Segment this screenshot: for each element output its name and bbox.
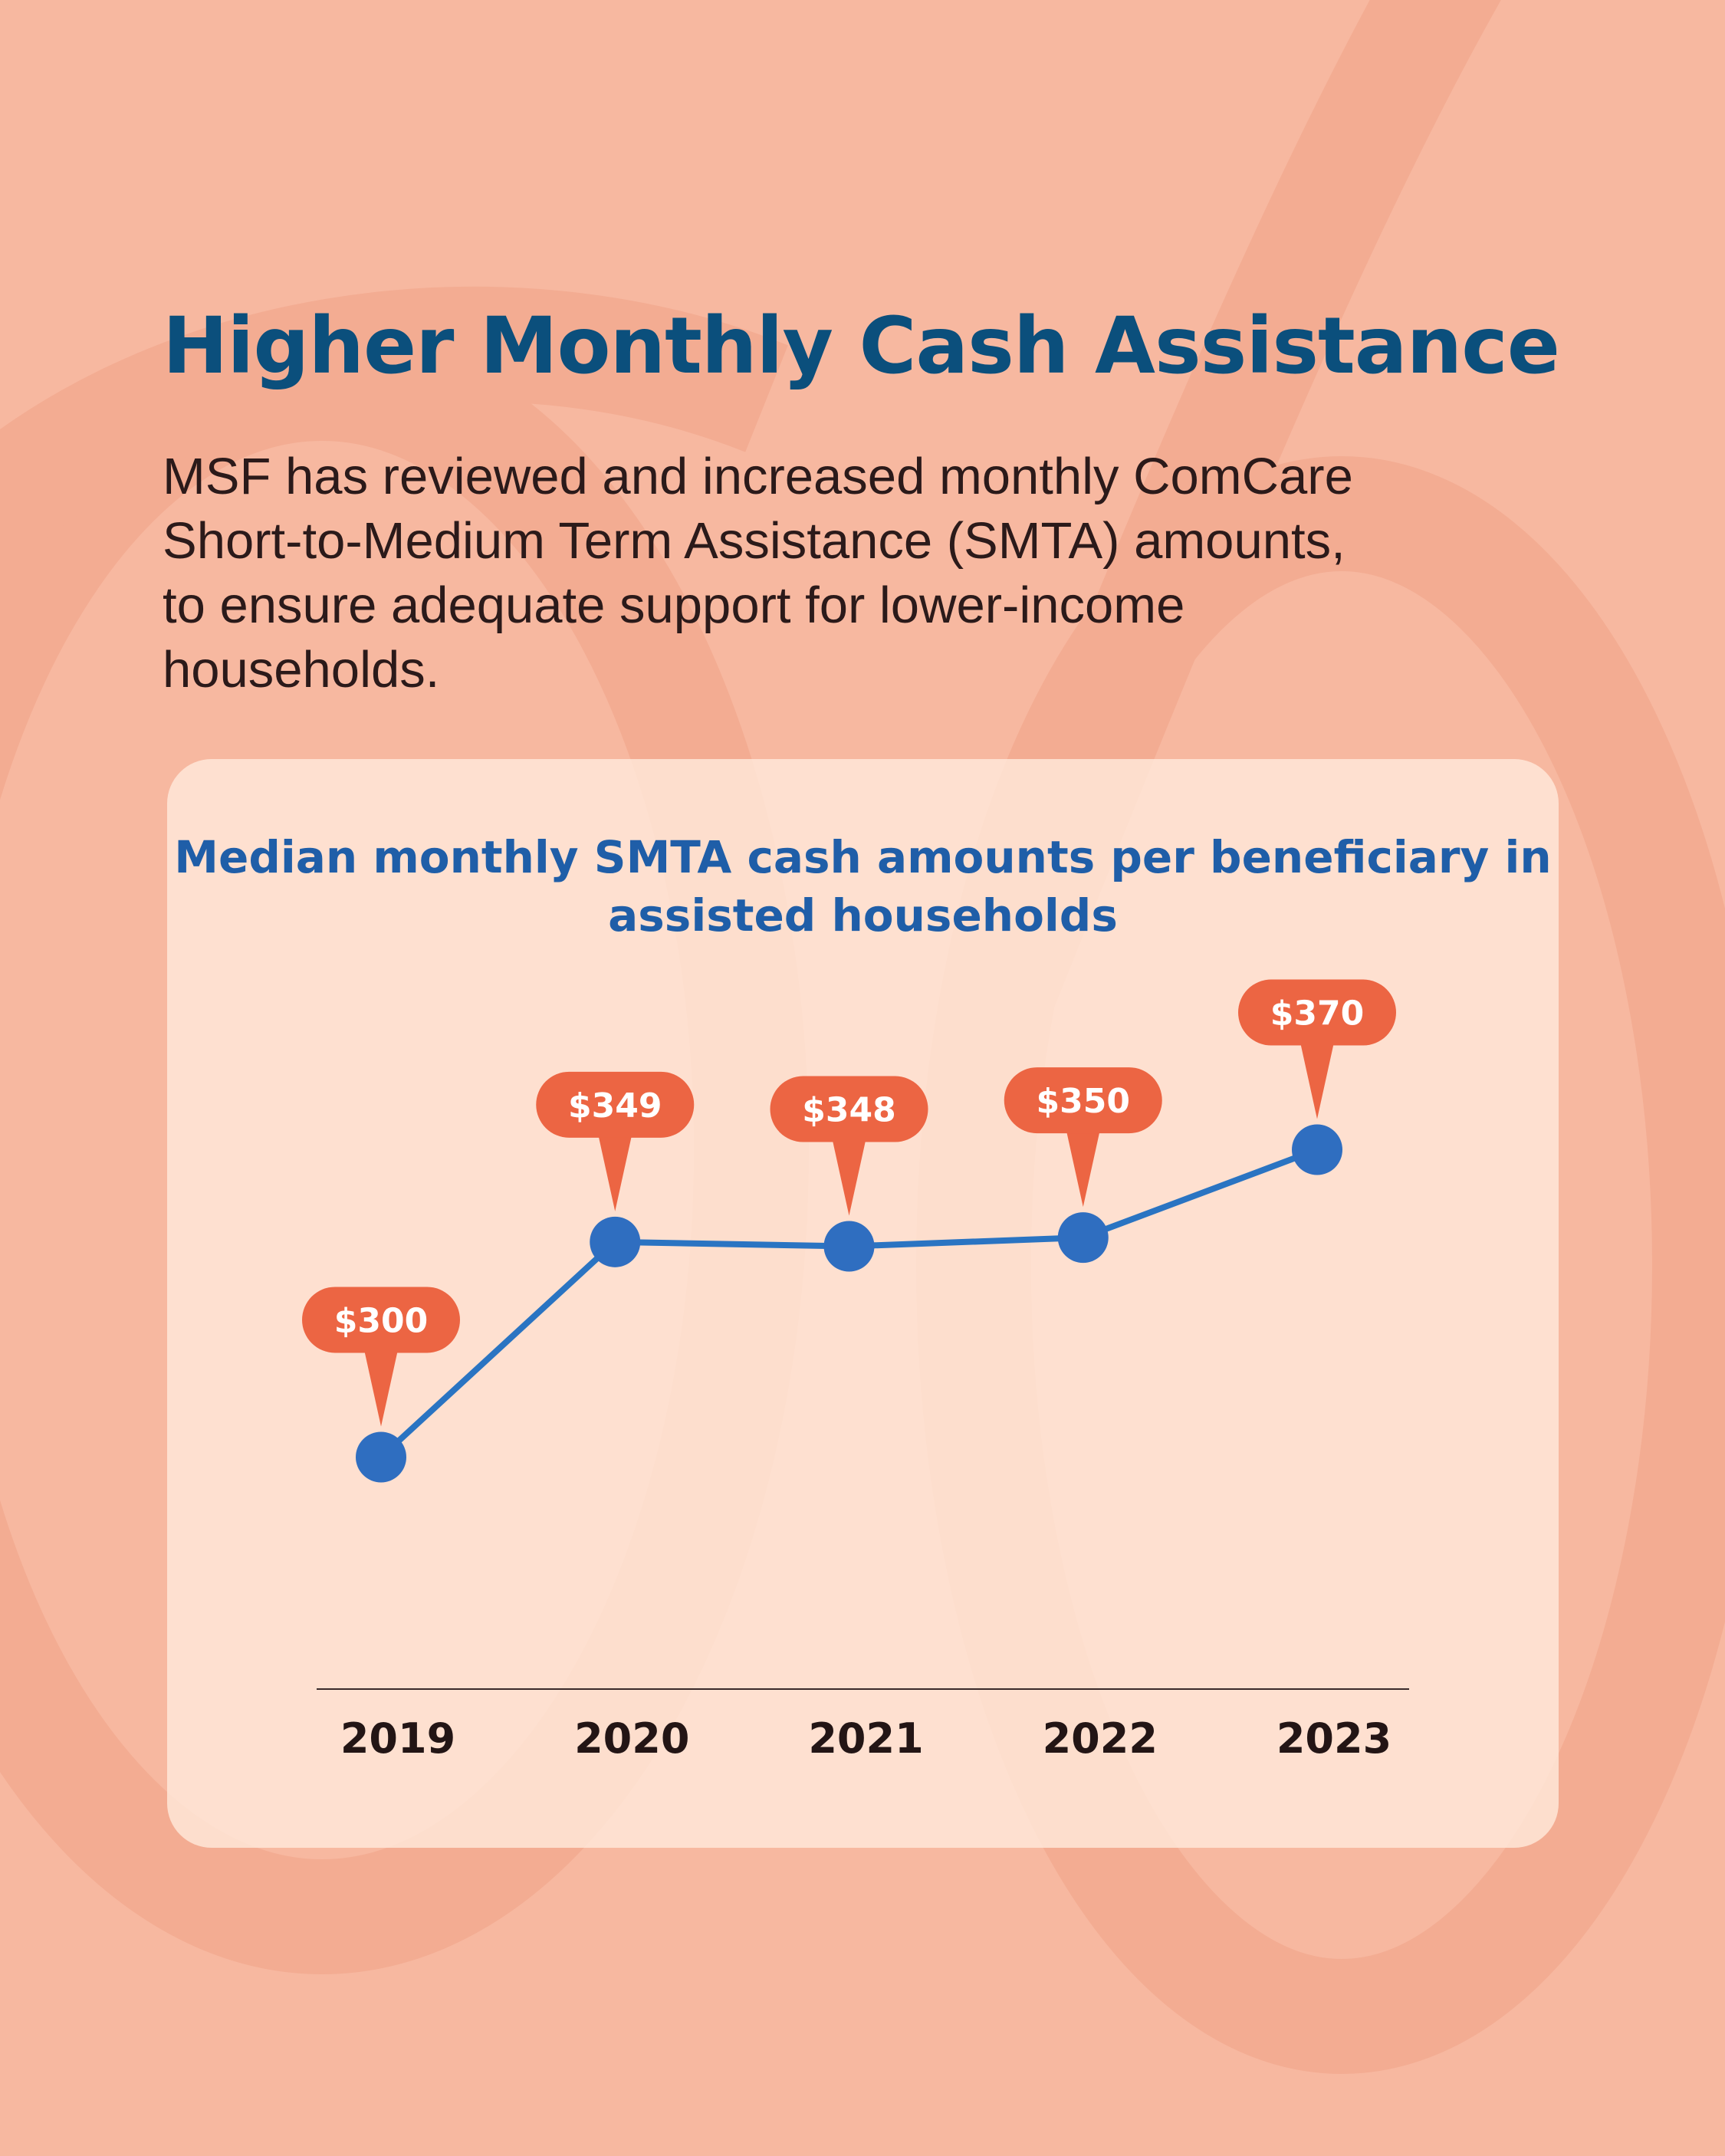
data-label: $349: [568, 1086, 662, 1126]
intro-paragraph: MSF has reviewed and increased monthly C…: [163, 448, 1353, 698]
data-label: $300: [334, 1301, 428, 1340]
data-label-bubble: [1004, 1067, 1162, 1134]
data-point: [356, 1431, 406, 1483]
data-label-pointer: [1300, 1042, 1334, 1119]
data-label: $348: [802, 1091, 895, 1130]
data-label: $370: [1270, 994, 1364, 1034]
data-label-pointer: [364, 1349, 398, 1427]
x-tick-label: 2021: [808, 1714, 923, 1763]
x-tick-label: 2023: [1276, 1714, 1392, 1763]
line-chart: $300 2019 $349 2020 $348 2021 $350 2022 $370 2023: [302, 979, 1409, 1763]
data-point: [1057, 1212, 1109, 1264]
chart-title: Median monthly SMTA cash amounts per ben…: [174, 831, 1552, 942]
data-label-bubble: [302, 1287, 460, 1353]
data-label-pointer: [598, 1134, 632, 1211]
page-title: Higher Monthly Cash Assistance: [163, 301, 1560, 392]
data-label-bubble: [770, 1076, 928, 1142]
data-label-bubble: [1238, 979, 1396, 1046]
x-tick-label: 2020: [574, 1714, 689, 1763]
data-label-bubble: [536, 1071, 695, 1138]
x-tick-label: 2022: [1043, 1714, 1158, 1763]
data-point: [1292, 1124, 1342, 1175]
chart-card: Median monthly SMTA cash amounts per ben…: [167, 759, 1559, 1848]
data-label-pointer: [832, 1139, 866, 1216]
x-tick-label: 2019: [340, 1714, 455, 1763]
data-label: $350: [1037, 1082, 1130, 1121]
data-point: [823, 1221, 875, 1272]
data-point: [590, 1216, 641, 1267]
data-label-pointer: [1066, 1130, 1100, 1208]
